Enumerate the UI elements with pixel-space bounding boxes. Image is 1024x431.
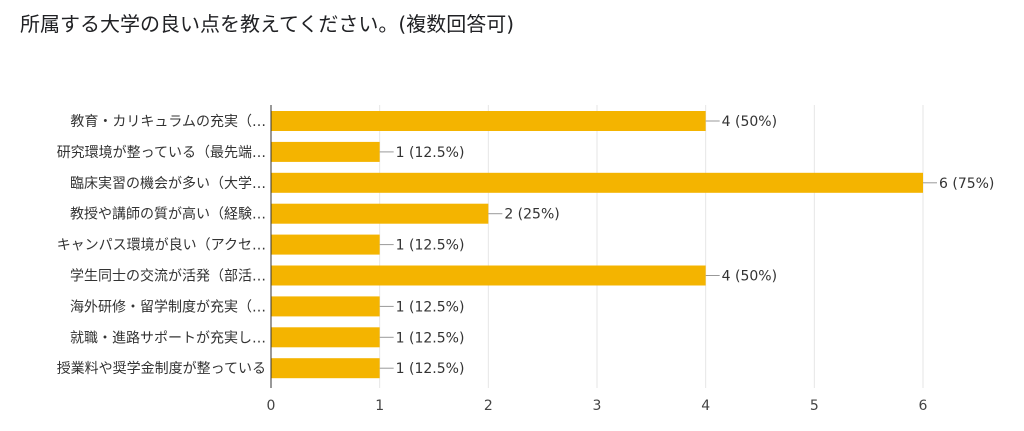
data-label: 1 (12.5%): [396, 145, 465, 161]
bar: [271, 141, 380, 162]
category-label: 就職・進路サポートが充実し…: [70, 330, 266, 346]
data-label: 1 (12.5%): [396, 330, 465, 346]
data-label: 4 (50%): [722, 114, 777, 130]
category-label: 教育・カリキュラムの充実（…: [70, 114, 266, 130]
bar: [271, 234, 380, 255]
data-label: 1 (12.5%): [396, 299, 465, 315]
category-label: 授業料や奨学金制度が整っている: [57, 361, 266, 377]
category-label: 海外研修・留学制度が充実（…: [70, 299, 266, 315]
x-tick-label: 4: [701, 398, 710, 414]
x-tick-label: 6: [919, 398, 928, 414]
bar: [271, 327, 380, 348]
x-tick-label: 2: [484, 398, 493, 414]
data-label: 4 (50%): [722, 269, 777, 285]
category-label: キャンパス環境が良い（アクセ…: [57, 238, 266, 254]
x-tick-label: 3: [593, 398, 602, 414]
data-label: 1 (12.5%): [396, 238, 465, 254]
bar: [271, 265, 706, 286]
category-label: 臨床実習の機会が多い（大学…: [70, 175, 266, 192]
data-label: 6 (75%): [939, 176, 994, 192]
category-label: 学生同士の交流が活発（部活…: [70, 268, 266, 285]
category-label: 研究環境が整っている（最先端…: [57, 145, 266, 161]
chart-title: 所属する大学の良い点を教えてください。(複数回答可): [20, 12, 515, 36]
bar: [271, 358, 380, 379]
bar: [271, 203, 489, 224]
x-tick-label: 1: [375, 398, 384, 414]
bar: [271, 111, 706, 131]
bar: [271, 172, 923, 193]
x-tick-label: 5: [810, 398, 819, 414]
data-label: 2 (25%): [504, 207, 559, 223]
bar: [271, 296, 380, 317]
data-label: 1 (12.5%): [396, 361, 465, 377]
category-label: 教授や講師の質が高い（経験…: [70, 206, 266, 223]
x-tick-label: 0: [267, 398, 276, 414]
